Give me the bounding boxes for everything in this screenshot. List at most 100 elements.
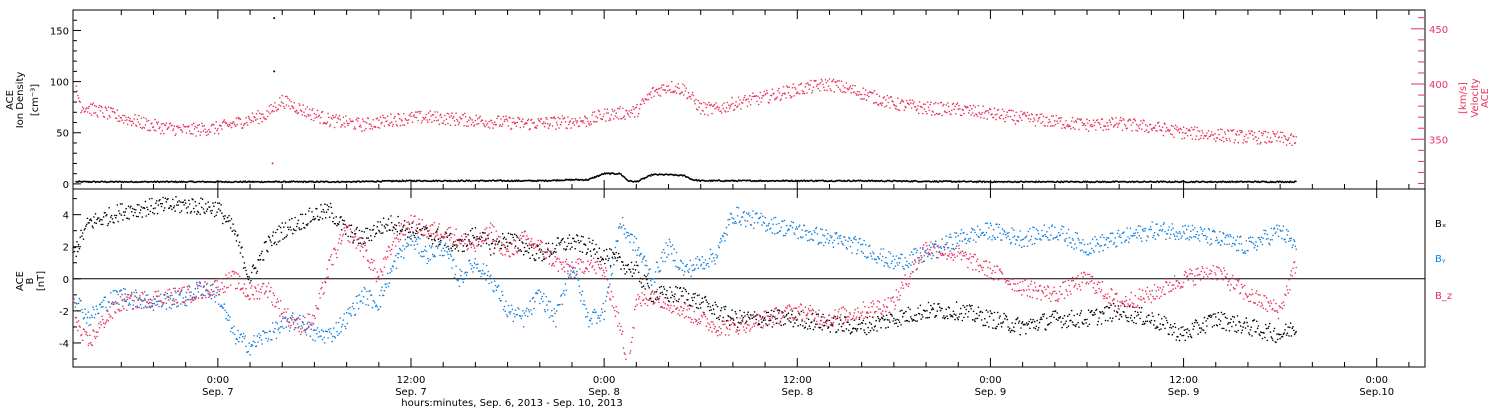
velocity-point-493	[472, 121, 474, 124]
bx-point-533	[501, 244, 503, 246]
by-point-521	[491, 277, 494, 280]
bx-point-871	[773, 310, 775, 313]
velocity-point-1262	[1091, 123, 1093, 126]
bx-point-286	[302, 222, 305, 225]
bx-point-1148	[996, 325, 998, 328]
bx-point-326	[334, 223, 337, 225]
velocity-point-60	[123, 114, 126, 117]
velocity-point-1109	[967, 112, 970, 114]
velocity-point-713	[649, 93, 651, 96]
velocity-point-831	[744, 94, 746, 97]
bx-point-1104	[960, 312, 963, 315]
by-point-223	[251, 344, 254, 347]
velocity-point-1035	[908, 103, 910, 106]
by-point-305	[317, 336, 320, 338]
bx-point-210	[241, 246, 243, 248]
velocity-point-1100	[960, 114, 963, 117]
bx-point-386	[382, 217, 385, 219]
bx-point-1129	[980, 319, 983, 321]
velocity-point-773	[697, 99, 700, 102]
bx-point-530	[498, 240, 501, 242]
by-point-28	[94, 313, 97, 316]
velocity-point-268	[291, 105, 293, 107]
bx-point-1369	[1173, 322, 1176, 325]
bx-point-397	[391, 229, 394, 232]
velocity-point-24	[94, 112, 97, 114]
velocity-point-1504	[1285, 144, 1288, 146]
velocity-ylabel-line1: ACE	[1480, 88, 1491, 108]
velocity-point-1057	[926, 112, 928, 115]
bx-point-1508	[1285, 334, 1288, 336]
bx-point-385	[382, 232, 384, 234]
velocity-point-53	[118, 115, 120, 117]
velocity-point-375	[377, 126, 379, 129]
bx-point-914	[807, 318, 810, 321]
velocity-point-1346	[1158, 125, 1161, 127]
velocity-point-167	[209, 131, 212, 133]
by-point-517	[488, 282, 490, 285]
velocity-point-486	[466, 120, 469, 123]
velocity-point-953	[842, 85, 844, 87]
by-point-100	[152, 309, 155, 311]
by-point-374	[373, 300, 375, 302]
bx-point-744	[670, 291, 673, 293]
by-point-570	[530, 313, 533, 315]
velocity-point-66	[128, 119, 131, 122]
by-point-569	[530, 309, 532, 311]
velocity-point-198	[234, 125, 237, 127]
velocity-point-620	[574, 118, 576, 120]
bx-point-1440	[1231, 325, 1233, 328]
by-point-335	[341, 323, 344, 326]
velocity-point-367	[370, 125, 373, 128]
by-point-591	[547, 300, 550, 303]
by-point-500	[474, 257, 477, 260]
by-point-330	[337, 321, 340, 324]
velocity-point-663	[609, 117, 611, 120]
bx-point-1364	[1169, 324, 1172, 326]
bx-point-263	[283, 237, 286, 239]
bx-point-314	[324, 217, 327, 219]
velocity-point-878	[782, 92, 784, 95]
velocity-point-273	[295, 111, 297, 113]
velocity-point-1160	[1008, 109, 1011, 111]
bx-point-1009	[884, 318, 886, 321]
bx-point-1107	[963, 316, 965, 319]
velocity-point-1047	[918, 112, 920, 115]
velocity-point-851	[760, 101, 762, 103]
by-point-630	[579, 291, 581, 294]
velocity-point-280	[300, 110, 303, 112]
by-point-363	[364, 288, 366, 290]
bx-point-605	[559, 244, 561, 246]
velocity-point-721	[655, 88, 658, 91]
velocity-point-628	[580, 120, 583, 122]
bx-point-1118	[971, 319, 974, 321]
bx-point-1314	[1129, 317, 1132, 319]
velocity-point-1259	[1088, 119, 1091, 122]
velocity-point-1312	[1131, 129, 1133, 132]
bx-point-669	[610, 249, 613, 251]
bx-point-778	[698, 294, 700, 296]
velocity-point-779	[702, 110, 704, 112]
velocity-point-1492	[1276, 140, 1278, 142]
velocity-point-744	[674, 90, 676, 92]
bx-point-144	[188, 199, 190, 202]
bx-point-1069	[932, 308, 935, 311]
bx-point-361	[362, 242, 365, 245]
velocity-point-446	[434, 111, 436, 113]
by-point-82	[138, 306, 140, 309]
velocity-point-177	[217, 132, 220, 135]
velocity-point-743	[673, 91, 675, 94]
bx-point-1236	[1066, 315, 1069, 318]
bx-point-1510	[1287, 326, 1289, 328]
bx-point-793	[710, 309, 712, 311]
velocity-point-849	[758, 97, 761, 99]
velocity-point-390	[389, 122, 391, 124]
bx-point-1246	[1074, 325, 1077, 328]
velocity-point-1207	[1046, 125, 1049, 127]
bx-point-1506	[1284, 329, 1286, 331]
velocity-point-589	[549, 123, 551, 125]
by-point-237	[262, 330, 265, 332]
bx-point-1207	[1043, 313, 1046, 315]
bx-point-1098	[955, 301, 958, 303]
velocity-point-360	[365, 127, 367, 130]
